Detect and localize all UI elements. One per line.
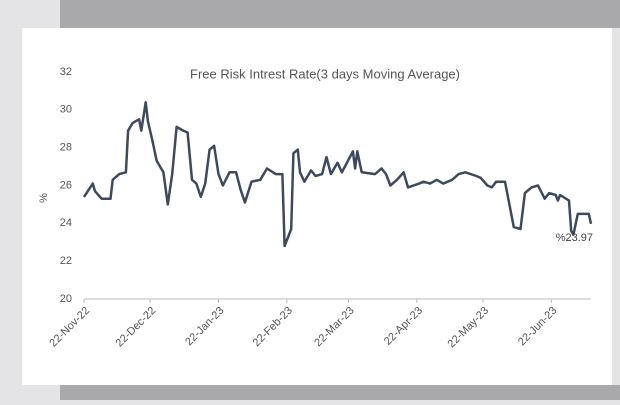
y-tick-label: 28 (60, 142, 72, 154)
y-tick-label: 30 (60, 104, 72, 116)
top-band (60, 0, 620, 28)
bottom-band (60, 385, 620, 400)
card (22, 28, 612, 385)
y-tick-label: 32 (60, 66, 72, 78)
y-tick-label: 26 (60, 179, 72, 191)
y-axis-label: % (38, 193, 50, 203)
y-tick-label: 24 (60, 217, 72, 229)
y-tick-label: 20 (60, 293, 72, 305)
chart-title: Free Risk Intrest Rate(3 days Moving Ave… (190, 66, 460, 81)
line-series (82, 101, 593, 248)
y-tick-label: 22 (60, 255, 72, 267)
end-label: %23.97 (556, 232, 593, 244)
